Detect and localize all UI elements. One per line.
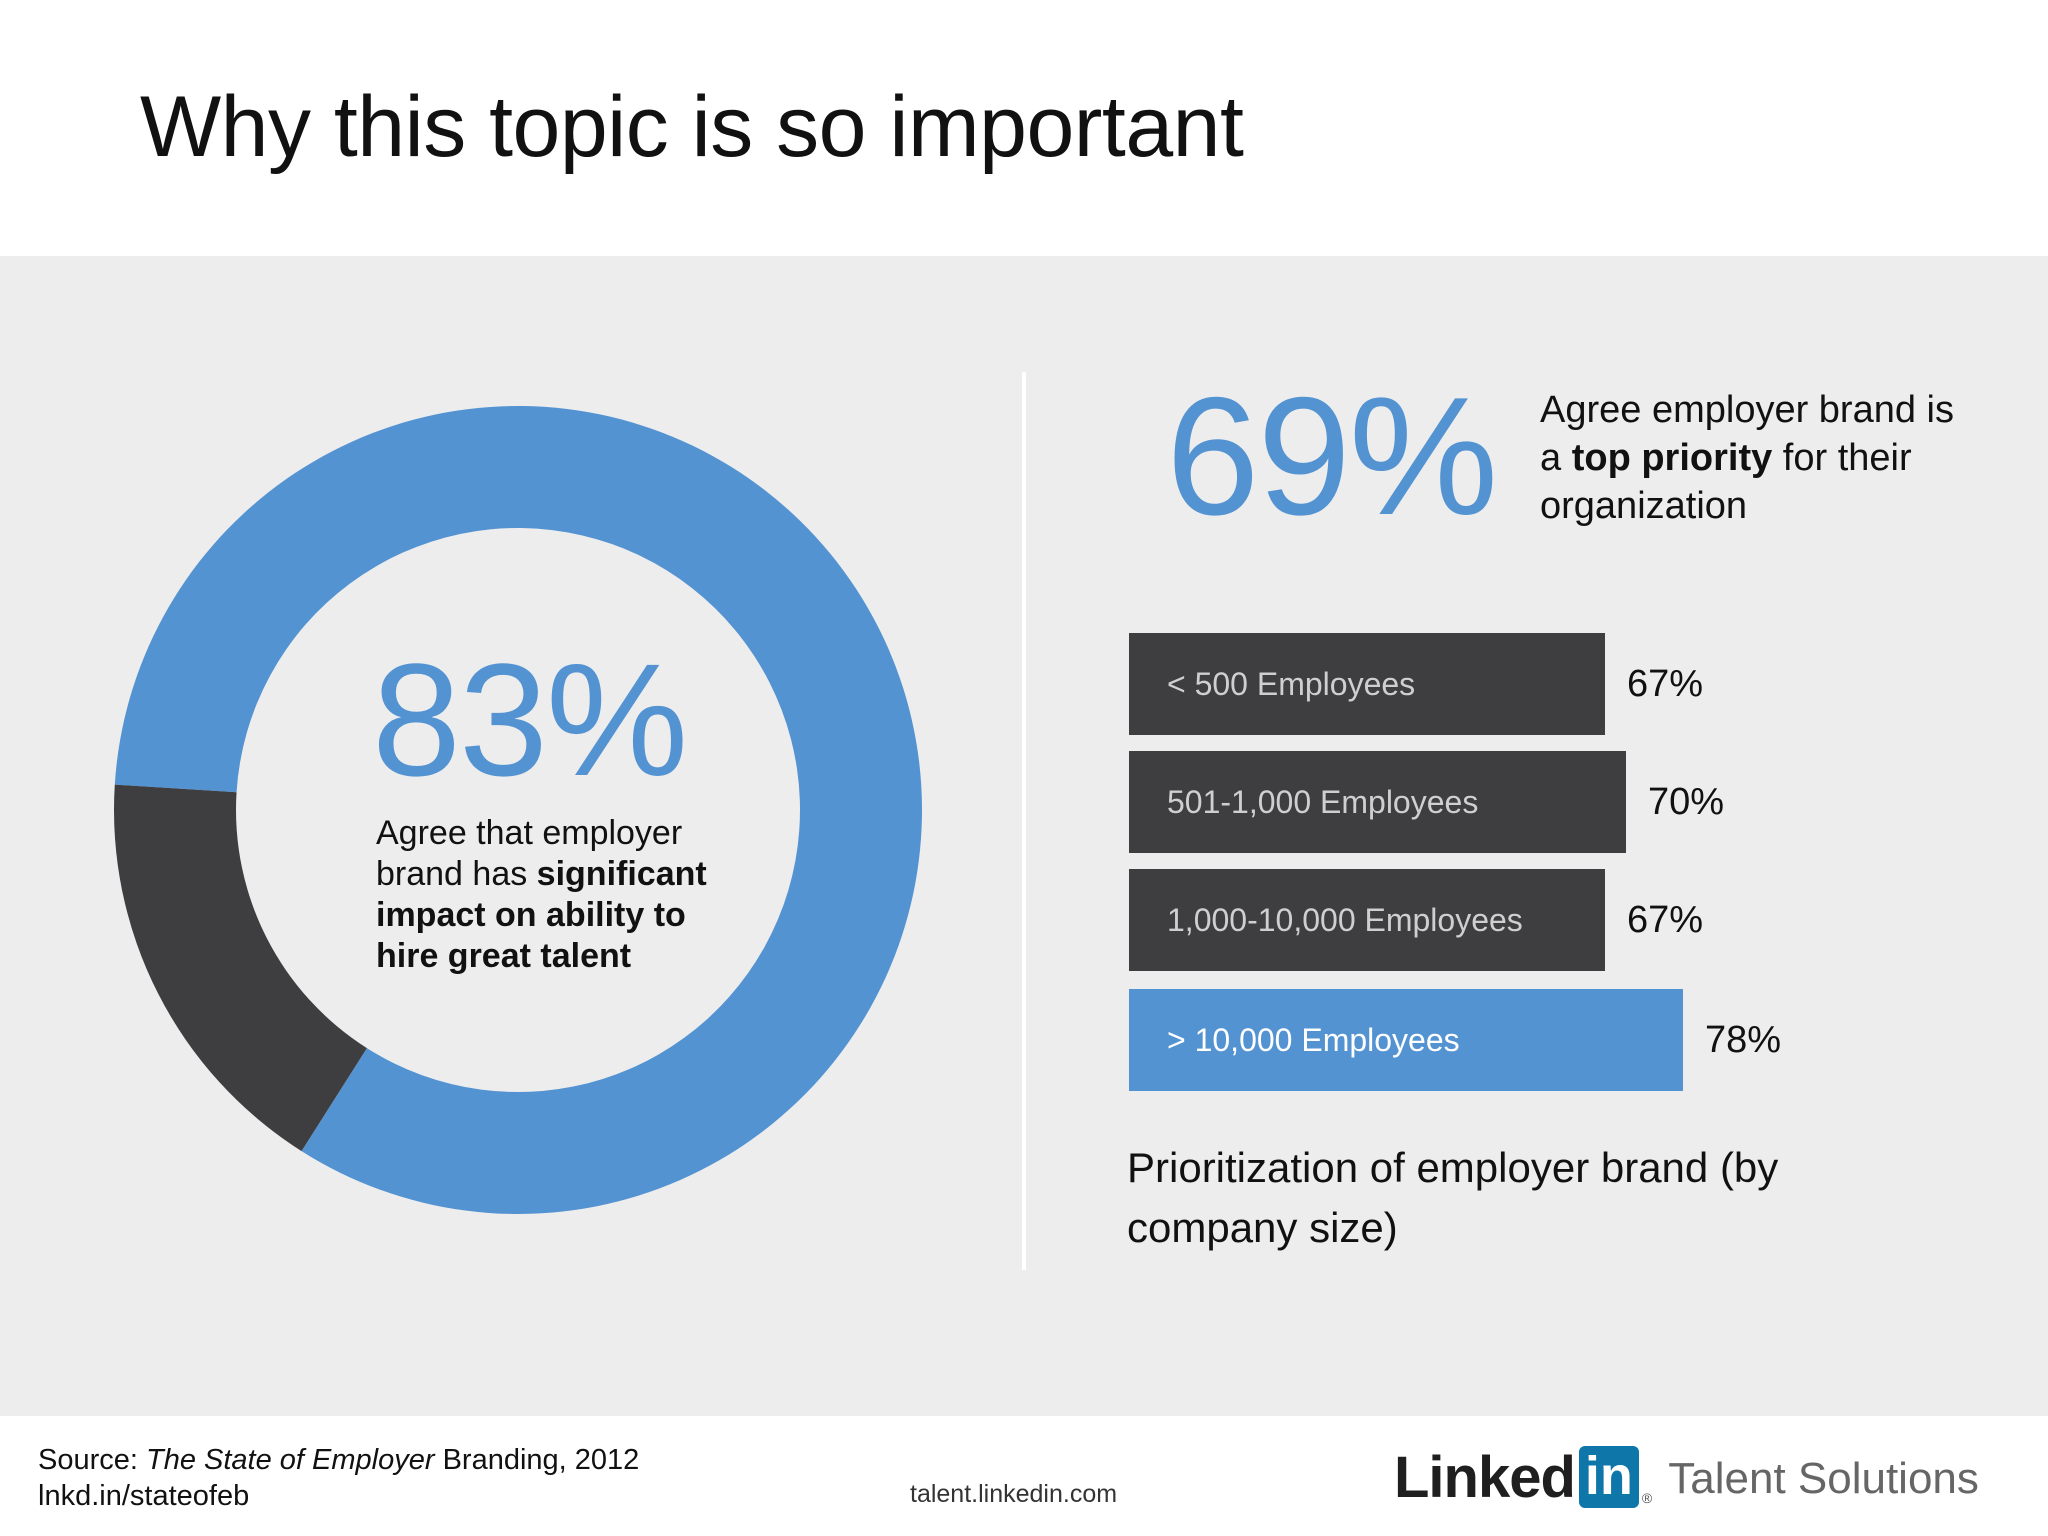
linkedin-logo: Linked in ® Talent Solutions [1394,1440,1979,1508]
page-title: Why this topic is so important [140,79,1244,175]
footer-source: Source: The State of Employer Branding, … [38,1442,639,1514]
logo-in-badge: in [1578,1446,1639,1508]
donut-caption-bold: significant impact on ability to hire gr… [376,855,707,975]
logo-linked-text: Linked [1394,1445,1576,1510]
donut-slice-agree [114,406,923,1214]
donut-chart [113,406,923,1214]
priority-caption-bold: top priority [1571,437,1773,479]
source-suffix: Branding, 2012 [434,1444,640,1476]
logo-registered-mark: ® [1641,1490,1653,1506]
priority-caption-post: for their organization [1540,437,1912,527]
donut-slice-other [113,784,367,1152]
column-divider [1022,372,1026,1270]
logo-talent-solutions: Talent Solutions [1668,1454,1979,1503]
source-title: The State of Employer [146,1444,435,1476]
donut-caption-text: Agree that employer brand has [376,814,683,893]
donut-caption: Agree that employer brand has significan… [376,813,736,977]
priority-caption-pre: Agree employer brand is a [1540,389,1954,479]
source-prefix: Source: [38,1444,146,1476]
priority-stat-value: 69% [1166,362,1498,550]
bar-chart-title: Prioritization of employer brand (by com… [1127,1144,1779,1251]
donut-value-label: 83% [372,630,688,809]
priority-stat-caption: Agree employer brand is a top priority f… [1540,386,1980,530]
footer-site-url[interactable]: talent.linkedin.com [910,1480,1118,1508]
short-link[interactable]: lnkd.in/stateofeb [38,1480,250,1512]
